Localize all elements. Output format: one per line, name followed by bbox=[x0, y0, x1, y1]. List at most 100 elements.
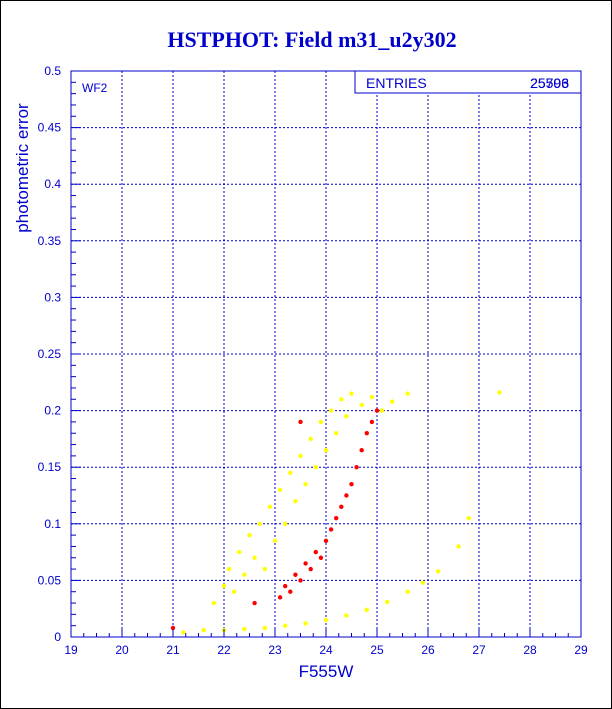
data-point bbox=[328, 527, 334, 532]
stats-entries-value: 25706 bbox=[530, 75, 569, 91]
data-point bbox=[390, 399, 395, 404]
data-point bbox=[308, 436, 313, 442]
stats-entries-value-overstrike: 25593 bbox=[530, 75, 569, 91]
data-point bbox=[385, 599, 390, 605]
y-tick-label: 0.25 bbox=[38, 347, 62, 361]
data-point bbox=[369, 394, 375, 400]
data-point bbox=[303, 481, 308, 487]
y-tick-label: 0.35 bbox=[38, 234, 62, 248]
data-point bbox=[170, 625, 176, 631]
y-tick-label: 0.15 bbox=[38, 460, 62, 474]
data-point bbox=[257, 521, 262, 526]
stats-box-frame bbox=[354, 70, 582, 94]
x-tick-label: 28 bbox=[523, 643, 537, 657]
data-point bbox=[262, 566, 267, 572]
data-point bbox=[298, 419, 303, 425]
data-point bbox=[436, 569, 441, 574]
data-point bbox=[298, 453, 303, 459]
data-point bbox=[359, 402, 364, 408]
data-point bbox=[232, 589, 237, 594]
data-point bbox=[323, 448, 329, 453]
data-point bbox=[420, 580, 426, 585]
data-point bbox=[283, 623, 288, 628]
data-point bbox=[313, 465, 318, 470]
data-point bbox=[298, 578, 303, 583]
x-tick-label: 21 bbox=[166, 643, 180, 657]
data-point bbox=[272, 538, 278, 543]
y-tick-label: 0.1 bbox=[44, 517, 61, 531]
data-point bbox=[344, 493, 349, 498]
data-point bbox=[283, 521, 288, 526]
data-point bbox=[308, 566, 313, 572]
x-tick-label: 20 bbox=[115, 643, 129, 657]
data-point bbox=[288, 470, 293, 476]
data-point bbox=[349, 481, 354, 487]
series-2 bbox=[170, 408, 380, 631]
x-tick-label: 24 bbox=[319, 643, 333, 657]
data-point bbox=[226, 566, 232, 572]
data-point bbox=[221, 583, 227, 589]
data-point bbox=[456, 544, 461, 549]
series-1 bbox=[181, 390, 502, 635]
data-point bbox=[349, 391, 354, 396]
x-tick-label: 23 bbox=[268, 643, 282, 657]
data-point bbox=[323, 617, 329, 623]
y-tick-label: 0.2 bbox=[44, 404, 61, 418]
data-point bbox=[313, 549, 318, 555]
data-point bbox=[252, 555, 257, 560]
data-point bbox=[328, 408, 334, 413]
data-point bbox=[252, 600, 257, 606]
y-axis-ticks: 0 0.05 0.1 0.15 0.2 0.25 0.3 0.35 0.4 0.45 0.5 bbox=[38, 64, 81, 644]
data-point bbox=[303, 561, 308, 566]
stats-entries-label: ENTRIES bbox=[366, 75, 427, 91]
data-point bbox=[247, 532, 252, 538]
data-point bbox=[339, 504, 344, 510]
data-point bbox=[497, 390, 502, 395]
x-tick-label: 26 bbox=[421, 643, 435, 657]
data-point bbox=[277, 487, 283, 493]
data-point bbox=[379, 408, 385, 413]
data-point bbox=[318, 419, 324, 425]
data-point bbox=[318, 555, 324, 560]
data-point bbox=[466, 515, 471, 521]
data-point bbox=[354, 465, 359, 470]
y-tick-label: 0.5 bbox=[44, 64, 61, 78]
data-point bbox=[242, 626, 247, 632]
x-axis-ticks: 19 20 21 22 23 24 25 26 27 28 29 bbox=[64, 629, 588, 657]
y-tick-label: 0.3 bbox=[44, 290, 61, 304]
x-tick-label: 22 bbox=[217, 643, 231, 657]
y-axis-label: photometric error bbox=[13, 103, 32, 233]
data-point bbox=[242, 572, 247, 577]
chart-title: HSTPHOT: Field m31_u2y302 bbox=[167, 27, 456, 52]
data-point bbox=[405, 391, 410, 396]
data-point bbox=[277, 595, 283, 600]
stats-box: ENTRIES 25706 25593 bbox=[354, 70, 582, 94]
x-axis-label: F555W bbox=[299, 662, 354, 681]
y-tick-label: 0.05 bbox=[38, 573, 62, 587]
data-point bbox=[364, 431, 369, 436]
grid-lines bbox=[71, 71, 581, 637]
data-point bbox=[334, 431, 339, 436]
panel-label: WF2 bbox=[82, 81, 108, 95]
data-point bbox=[262, 625, 267, 631]
x-tick-label: 29 bbox=[574, 643, 588, 657]
data-point bbox=[339, 397, 344, 402]
data-point bbox=[303, 621, 308, 626]
x-tick-label: 25 bbox=[370, 643, 384, 657]
data-point bbox=[283, 583, 288, 589]
data-point bbox=[323, 538, 329, 543]
data-point bbox=[201, 628, 206, 633]
x-tick-label: 27 bbox=[472, 643, 486, 657]
data-point bbox=[364, 607, 369, 613]
y-tick-label: 0.4 bbox=[44, 177, 61, 191]
x-tick-label: 19 bbox=[64, 643, 78, 657]
data-point bbox=[359, 448, 364, 453]
data-point bbox=[267, 504, 273, 510]
data-point bbox=[369, 419, 375, 425]
data-points bbox=[170, 390, 502, 635]
y-tick-label: 0.45 bbox=[38, 121, 62, 135]
data-point bbox=[405, 589, 410, 594]
y-tick-label: 0 bbox=[54, 630, 61, 644]
data-point bbox=[293, 498, 298, 504]
